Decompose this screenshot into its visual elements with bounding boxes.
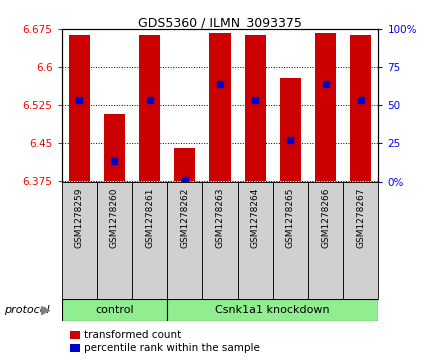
FancyBboxPatch shape	[62, 299, 167, 321]
Text: GSM1278262: GSM1278262	[180, 187, 189, 248]
Text: GSM1278263: GSM1278263	[216, 187, 224, 248]
FancyBboxPatch shape	[62, 182, 97, 299]
FancyBboxPatch shape	[343, 182, 378, 299]
Bar	[209, 33, 231, 182]
Bar	[69, 35, 90, 182]
Bar	[174, 148, 195, 182]
FancyBboxPatch shape	[97, 182, 132, 299]
Text: GSM1278267: GSM1278267	[356, 187, 365, 248]
Text: GSM1278264: GSM1278264	[251, 187, 260, 248]
Text: percentile rank within the sample: percentile rank within the sample	[84, 343, 260, 353]
Text: GSM1278261: GSM1278261	[145, 187, 154, 248]
FancyBboxPatch shape	[167, 182, 202, 299]
Text: GSM1278260: GSM1278260	[110, 187, 119, 248]
Text: ▶: ▶	[41, 304, 51, 317]
Bar	[139, 35, 160, 182]
Bar	[315, 33, 336, 182]
Text: GSM1278265: GSM1278265	[286, 187, 295, 248]
FancyBboxPatch shape	[238, 182, 273, 299]
Bar	[350, 35, 371, 182]
Text: Csnk1a1 knockdown: Csnk1a1 knockdown	[216, 305, 330, 315]
Bar	[104, 114, 125, 182]
Text: control: control	[95, 305, 134, 315]
FancyBboxPatch shape	[132, 182, 167, 299]
FancyBboxPatch shape	[273, 182, 308, 299]
Text: GDS5360 / ILMN_3093375: GDS5360 / ILMN_3093375	[138, 16, 302, 29]
Text: protocol: protocol	[4, 305, 50, 315]
Text: GSM1278259: GSM1278259	[75, 187, 84, 248]
Text: transformed count: transformed count	[84, 330, 182, 340]
FancyBboxPatch shape	[167, 299, 378, 321]
FancyBboxPatch shape	[202, 182, 238, 299]
Text: GSM1278266: GSM1278266	[321, 187, 330, 248]
Bar	[280, 78, 301, 182]
Bar	[245, 35, 266, 182]
FancyBboxPatch shape	[308, 182, 343, 299]
